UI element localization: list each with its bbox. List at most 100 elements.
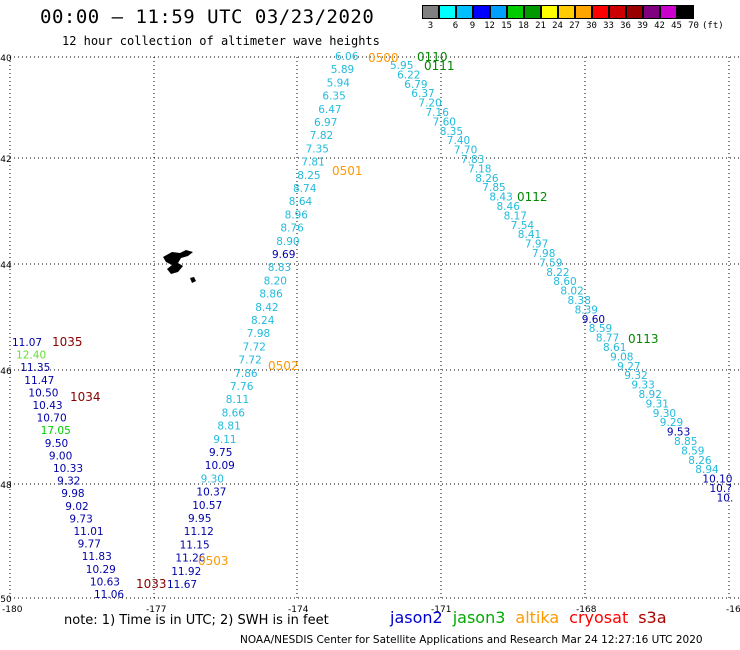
wave-height-value: 10.50 <box>28 387 58 399</box>
color-scale-label: 21 <box>535 21 546 31</box>
color-scale-label: 36 <box>620 21 631 31</box>
axis-labels: -180 -177 -174 -171 -168 -16 -40 -42 -44 -46 -48 -5… <box>0 54 740 615</box>
wave-height-value: 7.20 <box>418 98 441 110</box>
legend-jason2: jason2 <box>390 608 443 627</box>
wave-height-value: 8.66 <box>222 407 246 419</box>
y-tick-label: -40 <box>0 54 12 64</box>
x-tick-label: -180 <box>2 605 23 615</box>
color-scale-label: 39 <box>637 21 648 31</box>
color-swatch <box>677 5 694 19</box>
wave-height-value: 7.81 <box>301 157 324 169</box>
wave-height-value: 8.46 <box>497 201 521 213</box>
wave-height-value: 9.50 <box>45 438 68 450</box>
wave-height-value: 8.26 <box>475 173 499 185</box>
color-scale-label: (ft) <box>702 21 724 31</box>
wave-height-value: 8.42 <box>255 302 278 314</box>
color-swatch <box>558 5 575 19</box>
wave-height-value: 9.08 <box>610 351 633 363</box>
wave-height-value: 9.32 <box>57 476 80 488</box>
pass-time-label: 0500 <box>368 51 399 65</box>
wave-height-value: 11.06 <box>94 589 124 601</box>
x-tick-label: -16 <box>726 605 740 615</box>
y-tick-label: -50 <box>0 595 12 605</box>
wave-height-value: 10.10 <box>702 474 732 486</box>
color-scale-label: 33 <box>603 21 614 31</box>
wave-height-value: 11.15 <box>180 539 210 551</box>
color-scale-label: 3 <box>427 21 434 31</box>
wave-height-value: 11.12 <box>184 526 214 538</box>
wave-height-value: 7.76 <box>230 381 254 393</box>
wave-height-value: 9.98 <box>61 488 84 500</box>
color-swatch <box>626 5 643 19</box>
color-swatch <box>541 5 558 19</box>
wave-height-value: 7.70 <box>454 145 477 157</box>
wave-height-value: 6.06 <box>335 51 359 63</box>
wave-height-value: 8.24 <box>251 315 275 327</box>
footer-note: note: 1) Time is in UTC; 2) SWH is in fe… <box>64 613 329 628</box>
pass-time-label: 1035 <box>52 335 83 349</box>
wave-height-value: 7.72 <box>243 341 266 353</box>
color-scale-label: 45 <box>671 21 682 31</box>
wave-height-value: 8.39 <box>575 304 598 316</box>
wave-height-value: 7.40 <box>447 135 470 147</box>
color-swatch <box>473 5 490 19</box>
wave-height-value: 8.59 <box>681 445 704 457</box>
color-swatch <box>575 5 592 19</box>
wave-height-value: 11.35 <box>20 362 50 374</box>
wave-height-value: 8.94 <box>695 464 719 476</box>
wave-height-value: 5.95 <box>390 60 413 72</box>
wave-height-value: 7.82 <box>310 130 333 142</box>
pass-time-label: 0111 <box>424 59 455 73</box>
wave-height-value: 10.09 <box>205 460 235 472</box>
wave-height-value: 8.38 <box>568 295 591 307</box>
wave-height-value: 7.59 <box>539 257 562 269</box>
wave-height-value: 9.95 <box>188 513 211 525</box>
x-tick-label: -174 <box>288 605 309 615</box>
island-landmass <box>163 250 196 283</box>
legend-cryosat: cryosat <box>569 608 629 627</box>
wave-height-value: 8.59 <box>589 323 612 335</box>
satellite-legend: jason2 jason3 altika cryosat s3a <box>390 608 677 627</box>
legend-s3a: s3a <box>638 608 667 627</box>
wave-height-value: 10.57 <box>192 500 222 512</box>
wave-height-value: 10.33 <box>53 463 83 475</box>
wave-height-value: 10.70 <box>37 413 67 425</box>
color-scale-label: 42 <box>654 21 665 31</box>
color-scale-label: 18 <box>518 21 529 31</box>
wave-height-value: 8.25 <box>297 170 320 182</box>
legend-altika: altika <box>515 608 560 627</box>
y-tick-label: -44 <box>0 261 12 271</box>
wave-height-value: 8.20 <box>264 275 287 287</box>
wave-height-value: 9.53 <box>667 427 690 439</box>
wave-height-value: 5.94 <box>327 77 351 89</box>
color-swatch <box>490 5 507 19</box>
wave-height-value: 11.01 <box>74 526 104 538</box>
wave-height-value: 11.47 <box>24 375 54 387</box>
color-swatch <box>456 5 473 19</box>
wave-height-value: 6.97 <box>314 117 337 129</box>
x-tick-label: -177 <box>146 605 166 615</box>
wave-height-value: 8.77 <box>596 333 619 345</box>
color-scale-label: 9 <box>469 21 476 31</box>
pass-time-label: 0110 <box>417 50 448 64</box>
y-tick-label: -46 <box>0 367 12 377</box>
pass-time-label: 1034 <box>70 390 101 404</box>
wave-height-value: 9.69 <box>272 249 295 261</box>
wave-height-value: 7.72 <box>238 355 261 367</box>
wave-height-value: 7.98 <box>532 248 555 260</box>
wave-height-value: 7.35 <box>306 143 329 155</box>
wave-height-value: 8.86 <box>259 289 283 301</box>
wave-height-value: 8.76 <box>280 223 304 235</box>
chart-subtitle: 12 hour collection of altimeter wave hei… <box>62 34 380 48</box>
wave-height-value: 7.85 <box>482 182 505 194</box>
pass-time-label: 0502 <box>268 359 299 373</box>
wave-height-value: 6.37 <box>411 88 434 100</box>
wave-height-value: 9.29 <box>660 417 683 429</box>
wave-height-value: 6.47 <box>318 104 341 116</box>
wave-height-value: 8.61 <box>603 342 626 354</box>
color-swatch <box>660 5 677 19</box>
wave-height-value: 8.35 <box>440 126 463 138</box>
wave-height-value: 9.30 <box>201 473 224 485</box>
color-scale-label: 12 <box>484 21 495 31</box>
x-tick-label: -171 <box>431 605 451 615</box>
